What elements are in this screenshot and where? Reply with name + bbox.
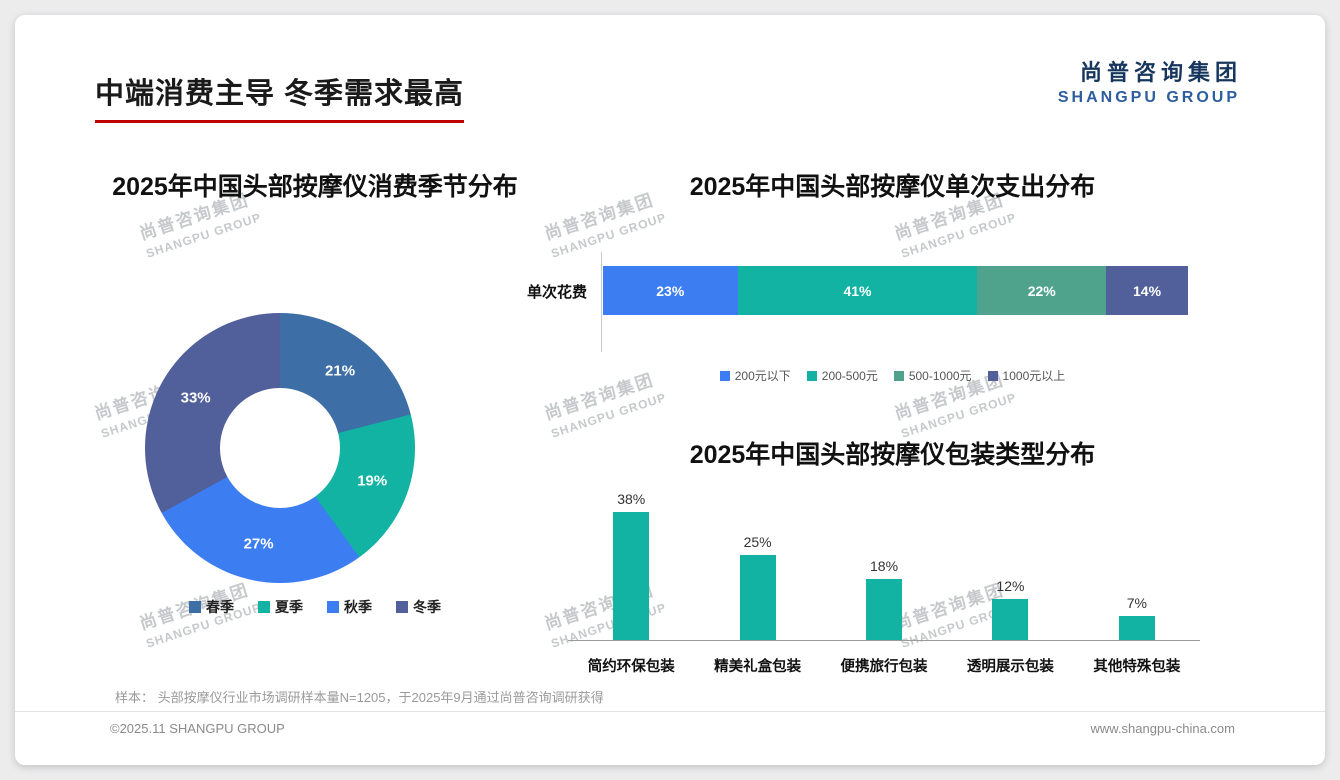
legend-swatch-icon xyxy=(987,370,998,381)
season-donut-chart: 21% 19% 27% 33% xyxy=(145,313,415,583)
bar-value-label: 12% xyxy=(996,578,1025,594)
legend-item: 200元以下 xyxy=(719,367,791,384)
stacked-segment: 14% xyxy=(1106,266,1188,315)
bar-column: 38% xyxy=(568,491,694,640)
legend-label: 冬季 xyxy=(413,599,441,615)
donut-legend: 春季 夏季 秋季 冬季 xyxy=(75,597,555,617)
donut-chart-title: 2025年中国头部按摩仪消费季节分布 xyxy=(112,173,518,201)
bar-category-label: 简约环保包装 xyxy=(587,659,675,675)
legend-label: 200-500元 xyxy=(821,369,878,383)
website-url: www.shangpu-china.com xyxy=(1090,721,1235,736)
legend-item: 500-1000元 xyxy=(893,367,972,384)
bar-column: 25% xyxy=(694,491,820,640)
footer: ©2025.11 SHANGPU GROUP www.shangpu-china… xyxy=(110,721,1235,736)
company-logo: 尚普咨询集团 SHANGPU GROUP xyxy=(1058,55,1237,107)
donut-segment-label: 19% xyxy=(357,472,388,490)
bar-column: 12% xyxy=(947,491,1073,640)
footer-divider xyxy=(15,711,1325,712)
bar xyxy=(866,579,903,640)
bar-column: 7% xyxy=(1074,491,1200,640)
bar-category-label: 透明展示包装 xyxy=(966,659,1054,675)
legend-swatch-icon xyxy=(893,370,904,381)
donut-segment-label: 33% xyxy=(180,389,211,407)
bar-category-label: 精美礼盒包装 xyxy=(714,659,802,675)
legend-item: 1000元以上 xyxy=(987,367,1066,384)
legend-swatch-icon xyxy=(396,601,408,613)
slide-card: 尚普咨询集团 SHANGPU GROUP 尚普咨询集团 SHANGPU GROUP 尚普… xyxy=(15,15,1325,765)
legend-item: 春季 xyxy=(189,597,234,617)
donut-segment-label: 27% xyxy=(243,535,274,553)
legend-item: 秋季 xyxy=(327,597,372,617)
bar-category-row: 简约环保包装 精美礼盒包装 便携旅行包装 透明展示包装 其他特殊包装 xyxy=(568,655,1200,676)
legend-item: 200-500元 xyxy=(806,367,878,384)
slide-content: 中端消费主导 冬季需求最高 尚普咨询集团 SHANGPU GROUP 2025年… xyxy=(15,15,1325,765)
legend-swatch-icon xyxy=(719,370,730,381)
bar xyxy=(739,555,776,640)
stacked-row-label: 单次花费 xyxy=(526,284,587,301)
bar-category-label: 便携旅行包装 xyxy=(840,659,928,675)
copyright-text: ©2025.11 SHANGPU GROUP xyxy=(110,721,285,736)
legend-label: 秋季 xyxy=(344,599,372,615)
stacked-legend: 200元以下 200-500元 500-1000元 1000元以上 xyxy=(570,367,1215,384)
bar-chart-title: 2025年中国头部按摩仪包装类型分布 xyxy=(689,441,1096,469)
legend-swatch-icon xyxy=(806,370,817,381)
legend-swatch-icon xyxy=(327,601,339,613)
bar-value-label: 18% xyxy=(870,558,899,574)
legend-swatch-icon xyxy=(258,601,270,613)
legend-label: 夏季 xyxy=(275,599,303,615)
legend-label: 春季 xyxy=(206,599,234,615)
packaging-bar-chart: 38% 25% 18% 12% 7% xyxy=(568,491,1200,641)
stacked-segment: 23% xyxy=(603,266,738,315)
bar xyxy=(992,599,1029,640)
stacked-segment: 41% xyxy=(737,266,978,315)
legend-label: 1000元以上 xyxy=(1002,369,1066,383)
donut-segment-label: 21% xyxy=(325,362,356,380)
page-title: 中端消费主导 冬季需求最高 xyxy=(95,70,465,123)
bar xyxy=(613,512,650,640)
stacked-axis-line xyxy=(601,252,602,352)
bar-value-label: 38% xyxy=(617,491,646,507)
bar-value-label: 7% xyxy=(1126,595,1147,611)
bar-category-label: 其他特殊包装 xyxy=(1093,659,1181,675)
legend-label: 200元以下 xyxy=(734,369,791,383)
sample-note: 样本： 头部按摩仪行业市场调研样本量N=1205，于2025年9月通过尚普咨询调… xyxy=(115,690,604,705)
logo-en-text: SHANGPU GROUP xyxy=(1057,89,1240,106)
legend-item: 夏季 xyxy=(258,597,303,617)
legend-swatch-icon xyxy=(189,601,201,613)
stacked-segment: 22% xyxy=(977,266,1107,315)
bar-column: 18% xyxy=(821,491,947,640)
logo-cn-text: 尚普咨询集团 xyxy=(1079,60,1242,85)
bar-value-label: 25% xyxy=(743,534,772,550)
spend-stacked-bar: 23% 41% 22% 14% xyxy=(603,266,1188,315)
donut-hole xyxy=(220,388,340,508)
bar xyxy=(1118,616,1155,640)
legend-label: 500-1000元 xyxy=(908,369,972,383)
stacked-chart-title: 2025年中国头部按摩仪单次支出分布 xyxy=(689,173,1096,201)
legend-item: 冬季 xyxy=(396,597,441,617)
